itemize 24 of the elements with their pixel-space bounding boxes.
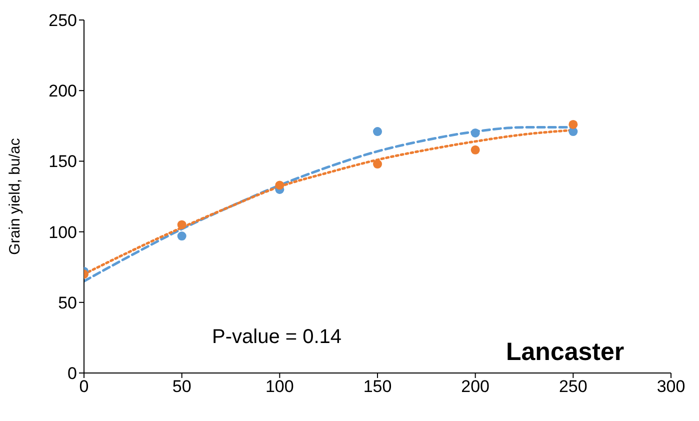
- x-tick-label: 250: [558, 377, 588, 396]
- y-tick-label: 250: [48, 11, 77, 30]
- y-tick-label: 100: [48, 222, 77, 242]
- x-tick-label: 100: [265, 377, 294, 396]
- x-tick-label: 0: [79, 377, 89, 396]
- y-tick-label: 150: [48, 152, 77, 172]
- point: [568, 120, 578, 129]
- x-tick-label: 200: [461, 377, 490, 396]
- point: [372, 160, 382, 169]
- annotation: P-value = 0.14: [212, 326, 342, 349]
- point: [372, 127, 382, 136]
- point: [177, 220, 186, 230]
- point: [470, 145, 480, 154]
- y-tick-label: 50: [58, 293, 77, 312]
- point: [177, 232, 186, 241]
- annotation: Lancaster: [506, 338, 624, 367]
- x-tick-label: 150: [363, 377, 392, 396]
- x-tick-label: 50: [172, 377, 192, 396]
- y-tick-label: 200: [48, 82, 77, 101]
- point: [275, 180, 284, 190]
- point: [470, 128, 480, 138]
- y-axis-title: Grain yield, bu/ac: [6, 138, 24, 255]
- x-tick-label: 300: [656, 377, 686, 396]
- y-tick-label: 0: [68, 364, 77, 384]
